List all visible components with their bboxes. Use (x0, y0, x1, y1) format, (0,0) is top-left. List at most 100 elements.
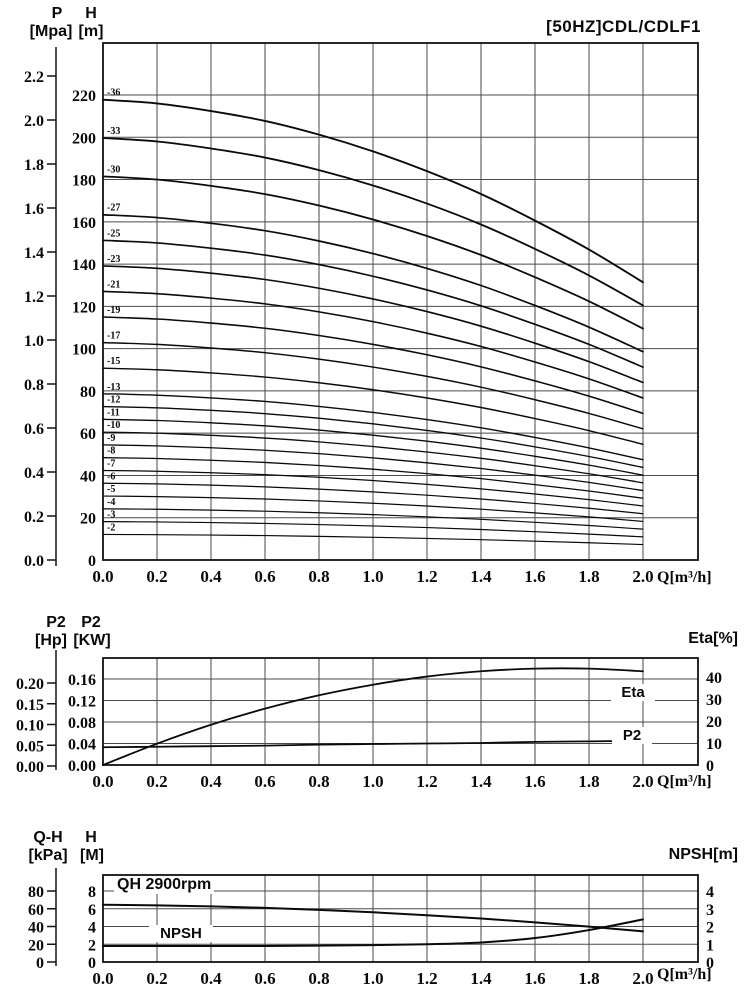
power-eta-chart: 0.000.040.080.120.160.000.050.100.150.20… (16, 650, 722, 791)
hq-flow-axis-label: Q[m³/h] (657, 569, 712, 586)
svg-text:0.2: 0.2 (146, 772, 167, 791)
svg-text:-19: -19 (107, 305, 120, 316)
svg-text:20: 20 (706, 714, 722, 731)
h-axis-unit: [m] (78, 23, 104, 40)
svg-text:0.05: 0.05 (16, 738, 44, 755)
svg-text:-6: -6 (107, 471, 115, 482)
svg-text:0.8: 0.8 (308, 567, 329, 586)
svg-text:1.0: 1.0 (362, 969, 383, 988)
svg-text:1.2: 1.2 (416, 969, 437, 988)
eta-curve-label: Eta (611, 684, 655, 701)
svg-text:80: 80 (80, 384, 96, 401)
svg-text:100: 100 (72, 342, 96, 359)
svg-text:1.6: 1.6 (524, 772, 545, 791)
svg-text:0.8: 0.8 (308, 969, 329, 988)
svg-text:0.0: 0.0 (92, 969, 113, 988)
qh-axis-name: Q-H (33, 829, 63, 846)
svg-text:1.0: 1.0 (24, 333, 44, 350)
svg-text:1.0: 1.0 (362, 772, 383, 791)
svg-text:-25: -25 (107, 228, 120, 239)
hp-axis-unit: [Hp] (35, 632, 67, 649)
svg-text:0.4: 0.4 (200, 969, 222, 988)
svg-text:40: 40 (706, 670, 722, 687)
svg-text:1.4: 1.4 (470, 772, 492, 791)
svg-text:0: 0 (706, 758, 714, 775)
svg-text:1.2: 1.2 (416, 772, 437, 791)
svg-text:0.00: 0.00 (68, 758, 96, 775)
svg-text:2.0: 2.0 (24, 113, 44, 130)
svg-text:-9: -9 (107, 433, 115, 444)
hm-axis-name: H (85, 829, 97, 846)
svg-text:1.8: 1.8 (578, 772, 599, 791)
svg-text:-7: -7 (107, 458, 115, 469)
svg-text:180: 180 (72, 173, 96, 190)
svg-text:1.8: 1.8 (578, 567, 599, 586)
svg-text:0.6: 0.6 (254, 567, 275, 586)
svg-text:0.08: 0.08 (68, 715, 96, 732)
svg-text:-23: -23 (107, 254, 120, 265)
svg-text:4: 4 (88, 920, 96, 937)
svg-text:0.2: 0.2 (24, 509, 44, 526)
svg-text:0.15: 0.15 (16, 697, 44, 714)
power-flow-axis-label: Q[m³/h] (657, 773, 712, 790)
svg-text:20: 20 (28, 937, 44, 954)
svg-text:0.8: 0.8 (24, 377, 44, 394)
svg-text:0: 0 (88, 955, 96, 972)
svg-text:20: 20 (80, 511, 96, 528)
svg-text:1.2: 1.2 (24, 289, 44, 306)
svg-text:0: 0 (88, 553, 96, 570)
svg-text:3: 3 (706, 902, 714, 919)
svg-text:-3: -3 (107, 510, 115, 521)
svg-text:0.6: 0.6 (254, 969, 275, 988)
kpa-axis-unit: [kPa] (28, 847, 68, 864)
svg-text:0.10: 0.10 (16, 718, 44, 735)
svg-text:-36: -36 (107, 88, 120, 99)
svg-text:-13: -13 (107, 382, 120, 393)
svg-text:-21: -21 (107, 279, 120, 290)
svg-text:2.0: 2.0 (632, 772, 653, 791)
npsh-curve-label: NPSH (149, 925, 213, 942)
hq-curve-chart: 0 20 40 60 80 100 120 140 160 180 200 220 0.0 0.2 0.4 0… (24, 42, 699, 586)
svg-text:0.8: 0.8 (308, 772, 329, 791)
svg-text:2: 2 (706, 920, 714, 937)
svg-text:2.0: 2.0 (632, 969, 653, 988)
svg-text:-12: -12 (107, 395, 120, 406)
svg-text:30: 30 (706, 692, 722, 709)
p-axis-name: P (51, 5, 63, 22)
m-axis-unit: [M] (80, 847, 104, 864)
svg-text:0.12: 0.12 (68, 694, 96, 711)
svg-text:0.16: 0.16 (68, 672, 96, 689)
svg-text:2: 2 (88, 937, 96, 954)
rpm-annotation: QH 2900rpm (114, 876, 215, 894)
svg-text:1.4: 1.4 (470, 969, 492, 988)
svg-text:80: 80 (28, 884, 44, 901)
eta-axis-label: Eta[%] (688, 630, 738, 647)
svg-text:0.6: 0.6 (254, 772, 275, 791)
svg-text:60: 60 (28, 902, 44, 919)
svg-text:0.20: 0.20 (16, 676, 44, 693)
svg-text:0.6: 0.6 (24, 421, 44, 438)
svg-text:1.4: 1.4 (24, 245, 44, 262)
svg-text:-4: -4 (107, 497, 115, 508)
svg-text:6: 6 (88, 902, 96, 919)
svg-text:0.2: 0.2 (146, 567, 167, 586)
svg-text:0: 0 (36, 955, 44, 972)
svg-text:0.04: 0.04 (68, 737, 96, 754)
svg-text:10: 10 (706, 736, 722, 753)
svg-text:1.6: 1.6 (524, 969, 545, 988)
svg-text:-15: -15 (107, 356, 120, 367)
svg-text:0.4: 0.4 (200, 567, 222, 586)
svg-text:-17: -17 (107, 331, 120, 342)
svg-text:0.4: 0.4 (24, 465, 44, 482)
svg-text:0.0: 0.0 (92, 567, 113, 586)
svg-text:2.0: 2.0 (632, 567, 653, 586)
chart-title: [50HZ]CDL/CDLF1 (546, 17, 701, 36)
svg-text:0.4: 0.4 (200, 772, 222, 791)
svg-text:4: 4 (706, 884, 714, 901)
svg-text:8: 8 (88, 884, 96, 901)
svg-text:140: 140 (72, 257, 96, 274)
svg-text:40: 40 (28, 920, 44, 937)
